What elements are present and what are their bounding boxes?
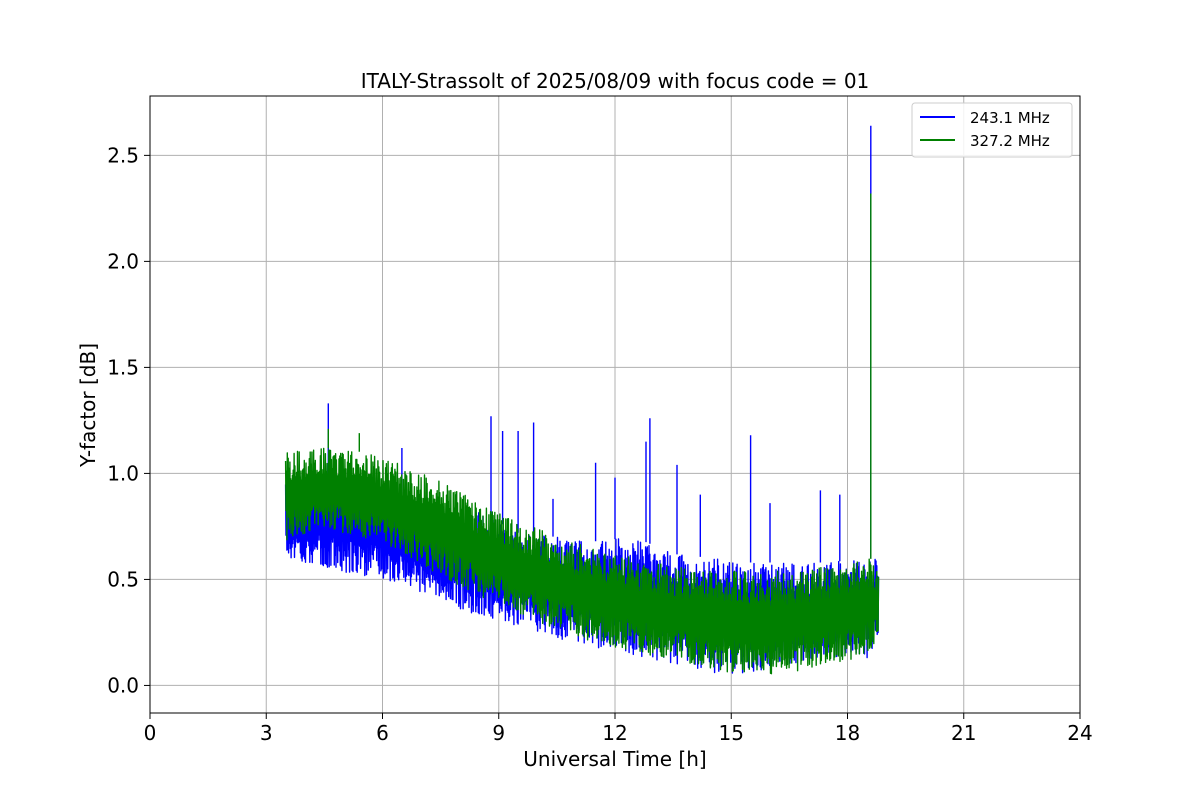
x-tick-label: 3 xyxy=(260,721,273,745)
y-tick-label: 0.5 xyxy=(107,567,139,591)
chart-title: ITALY-Strassolt of 2025/08/09 with focus… xyxy=(361,69,870,93)
y-tick-label: 0.0 xyxy=(107,673,139,697)
series-line-1 xyxy=(284,125,880,674)
y-tick-label: 1.5 xyxy=(107,355,139,379)
legend-label-series-1: 243.1 MHz xyxy=(970,109,1050,127)
x-tick-label: 18 xyxy=(835,721,860,745)
legend-label-series-2: 327.2 MHz xyxy=(970,132,1050,150)
y-tick-label: 2.5 xyxy=(107,143,139,167)
y-axis-label: Y-factor [dB] xyxy=(76,343,100,468)
x-axis-label: Universal Time [h] xyxy=(523,747,706,771)
series-line-2 xyxy=(284,193,880,675)
y-tick-label: 1.0 xyxy=(107,461,139,485)
x-tick-label: 15 xyxy=(719,721,744,745)
legend: 243.1 MHz 327.2 MHz xyxy=(911,102,1073,158)
x-tick-label: 12 xyxy=(602,721,627,745)
x-tick-label: 0 xyxy=(144,721,157,745)
x-tick-label: 6 xyxy=(376,721,389,745)
ticks-layer: 0 3 6 9 12 15 18 21 24 0.0 0.5 1.0 1.5 2.0 2.5 xyxy=(107,143,1093,745)
series-layer xyxy=(284,125,880,675)
x-tick-label: 21 xyxy=(951,721,976,745)
y-tick-label: 2.0 xyxy=(107,249,139,273)
x-tick-label: 24 xyxy=(1067,721,1092,745)
x-tick-label: 9 xyxy=(492,721,505,745)
